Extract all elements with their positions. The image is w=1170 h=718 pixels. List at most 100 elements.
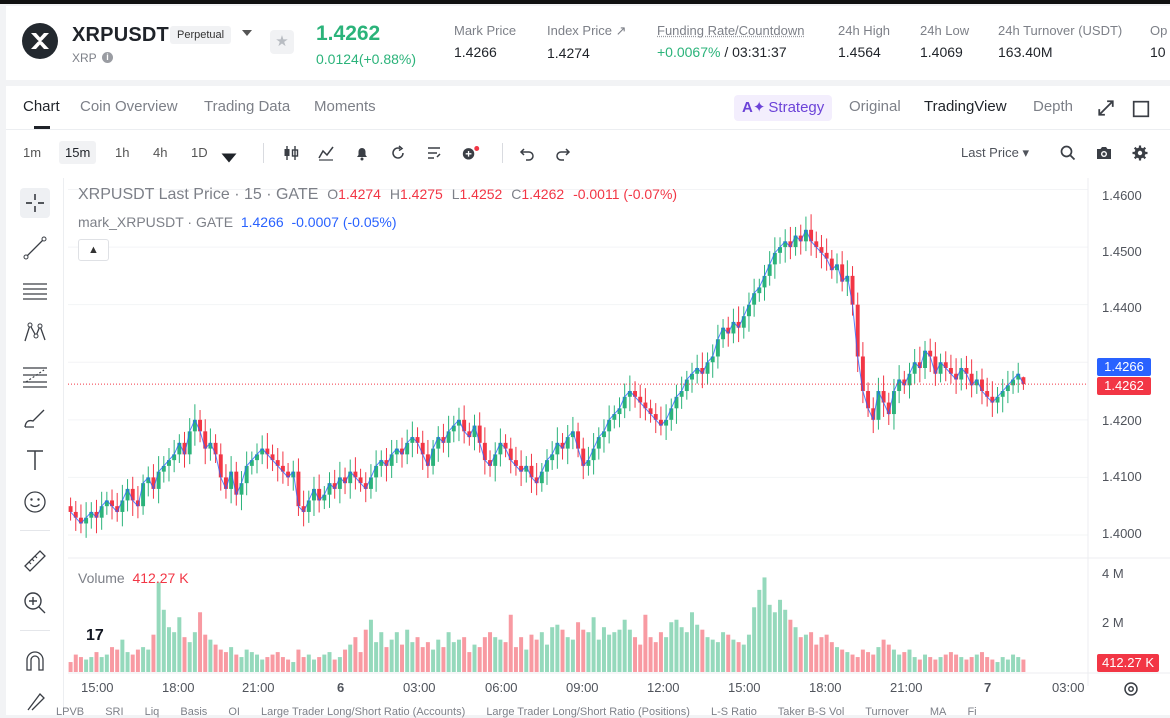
volume-bar [923,654,928,672]
indicator-ma[interactable]: MA [929,706,947,718]
axis-settings-icon[interactable] [1122,680,1140,698]
brush-icon[interactable] [20,403,50,433]
volume-bar [405,629,410,672]
stat-label: Mark Price [454,23,517,38]
tab-depth[interactable]: Depth [1033,98,1074,115]
volume-bar [441,647,446,672]
stat-label: Op [1150,23,1168,38]
stat-index-price[interactable]: Index Price ↗ 1.4274 [547,23,627,61]
candle-body [772,252,777,265]
timeframe-15m[interactable]: 15m [59,141,97,164]
volume-bar [570,639,575,672]
main-series-legend[interactable]: XRPUSDT Last Price · 15 · GATE O1.4274 H… [78,186,677,204]
timeframe-1d[interactable]: 1D [191,145,208,160]
ai-strategy-icon: A✦ [742,99,766,116]
timeframe-4h[interactable]: 4h [153,145,168,160]
trend-line-icon[interactable] [20,233,50,263]
redo-icon[interactable] [554,144,572,162]
fib-retracement-icon[interactable] [20,361,50,391]
volume-bar [110,647,115,672]
alert-bell-icon[interactable] [353,144,371,162]
search-icon[interactable] [1059,144,1077,162]
lock-drawing-icon[interactable] [20,684,50,714]
indicator-liq[interactable]: Liq [144,706,160,718]
indicator-fi[interactable]: Fi [967,706,977,718]
candle-body [436,437,441,449]
symbol-dropdown-icon[interactable] [242,30,252,36]
collapse-legend-button[interactable]: ▲ [78,239,109,261]
stat-value: 1.4069 [920,44,963,60]
text-tool-icon[interactable] [20,445,50,475]
fullscreen-icon[interactable] [1097,99,1115,117]
pattern-icon[interactable] [20,318,50,348]
info-icon[interactable]: i [102,52,113,63]
indicator-lpvb[interactable]: LPVB [56,706,85,718]
timeframe-1m[interactable]: 1m [23,145,42,160]
indicator-ls-positions[interactable]: Large Trader Long/Short Ratio (Positions… [486,706,690,718]
tab-moments[interactable]: Moments [314,98,376,115]
window-icon[interactable] [1132,100,1150,118]
volume-bar [166,627,171,672]
candle-body [498,442,503,455]
low-label: L [451,186,460,202]
volume-bar [410,642,415,672]
symbol-title[interactable]: XRPUSDT [72,24,169,46]
indicator-basis[interactable]: Basis [180,706,208,718]
timeframe-dropdown-icon[interactable] [220,149,238,167]
indicator-oi[interactable]: OI [228,706,240,718]
candle-body [451,425,456,432]
candle-body [814,241,819,248]
volume-bar [301,657,306,672]
indicator-taker-vol[interactable]: Taker B-S Vol [777,706,845,718]
mark-price-tag: 1.4266 [1097,358,1151,376]
candle-body [746,304,751,317]
horizontal-lines-icon[interactable] [20,276,50,306]
timeframe-1h[interactable]: 1h [115,145,130,160]
gear-icon[interactable] [1131,144,1149,162]
add-indicator-icon[interactable] [462,144,480,162]
open-value: 1.4274 [338,186,381,202]
candle-body [690,373,694,380]
zoom-in-icon[interactable] [20,588,50,618]
camera-icon[interactable] [1095,144,1113,162]
tab-tradingview[interactable]: TradingView [924,98,1007,115]
candlestick-chart[interactable] [6,86,1170,715]
strategy-button[interactable]: A✦ Strategy [734,95,833,121]
candle-type-icon[interactable] [282,144,300,162]
candle-body [488,460,493,466]
candle-body [130,488,135,501]
volume-bar [306,654,311,672]
indicators-icon[interactable] [317,144,335,162]
candle-body [275,460,280,466]
magnet-icon[interactable] [20,646,50,676]
mark-series-legend[interactable]: mark_XRPUSDT · GATE 1.4266 -0.0007 (-0.0… [78,214,397,230]
crosshair-icon[interactable] [20,188,50,218]
tab-chart[interactable]: Chart [23,98,60,115]
tab-trading-data[interactable]: Trading Data [204,98,291,115]
indicator-ls-ratio[interactable]: L-S Ratio [710,706,757,718]
stat-funding-rate[interactable]: Funding Rate/Countdown +0.0067% / 03:31:… [657,23,804,60]
indicator-ls-accounts[interactable]: Large Trader Long/Short Ratio (Accounts) [261,706,466,718]
templates-icon[interactable] [425,144,443,162]
undo-icon[interactable] [518,144,536,162]
contract-type-badge: Perpetual [170,26,232,44]
tab-coin-overview[interactable]: Coin Overview [80,98,178,115]
volume-legend[interactable]: Volume 412.27 K [78,570,189,586]
candle-body [482,442,487,461]
tradingview-logo[interactable]: 17 [86,627,104,644]
indicator-turnover[interactable]: Turnover [865,706,909,718]
replay-icon[interactable] [389,144,407,162]
volume-bar [721,632,726,672]
volume-bar [477,647,482,672]
volume-bar [736,642,741,672]
price-type-select[interactable]: Last Price ▾ [961,145,1029,161]
candle-body [431,448,436,466]
indicator-sri[interactable]: SRI [105,706,124,718]
ruler-icon[interactable] [20,546,50,576]
emoji-icon[interactable] [20,487,50,517]
candle-body [798,235,803,242]
favorite-star-icon[interactable]: ★ [270,30,294,54]
volume-bar [420,647,425,672]
tab-original[interactable]: Original [849,98,901,115]
volume-tick-label: 2 M [1102,615,1124,630]
